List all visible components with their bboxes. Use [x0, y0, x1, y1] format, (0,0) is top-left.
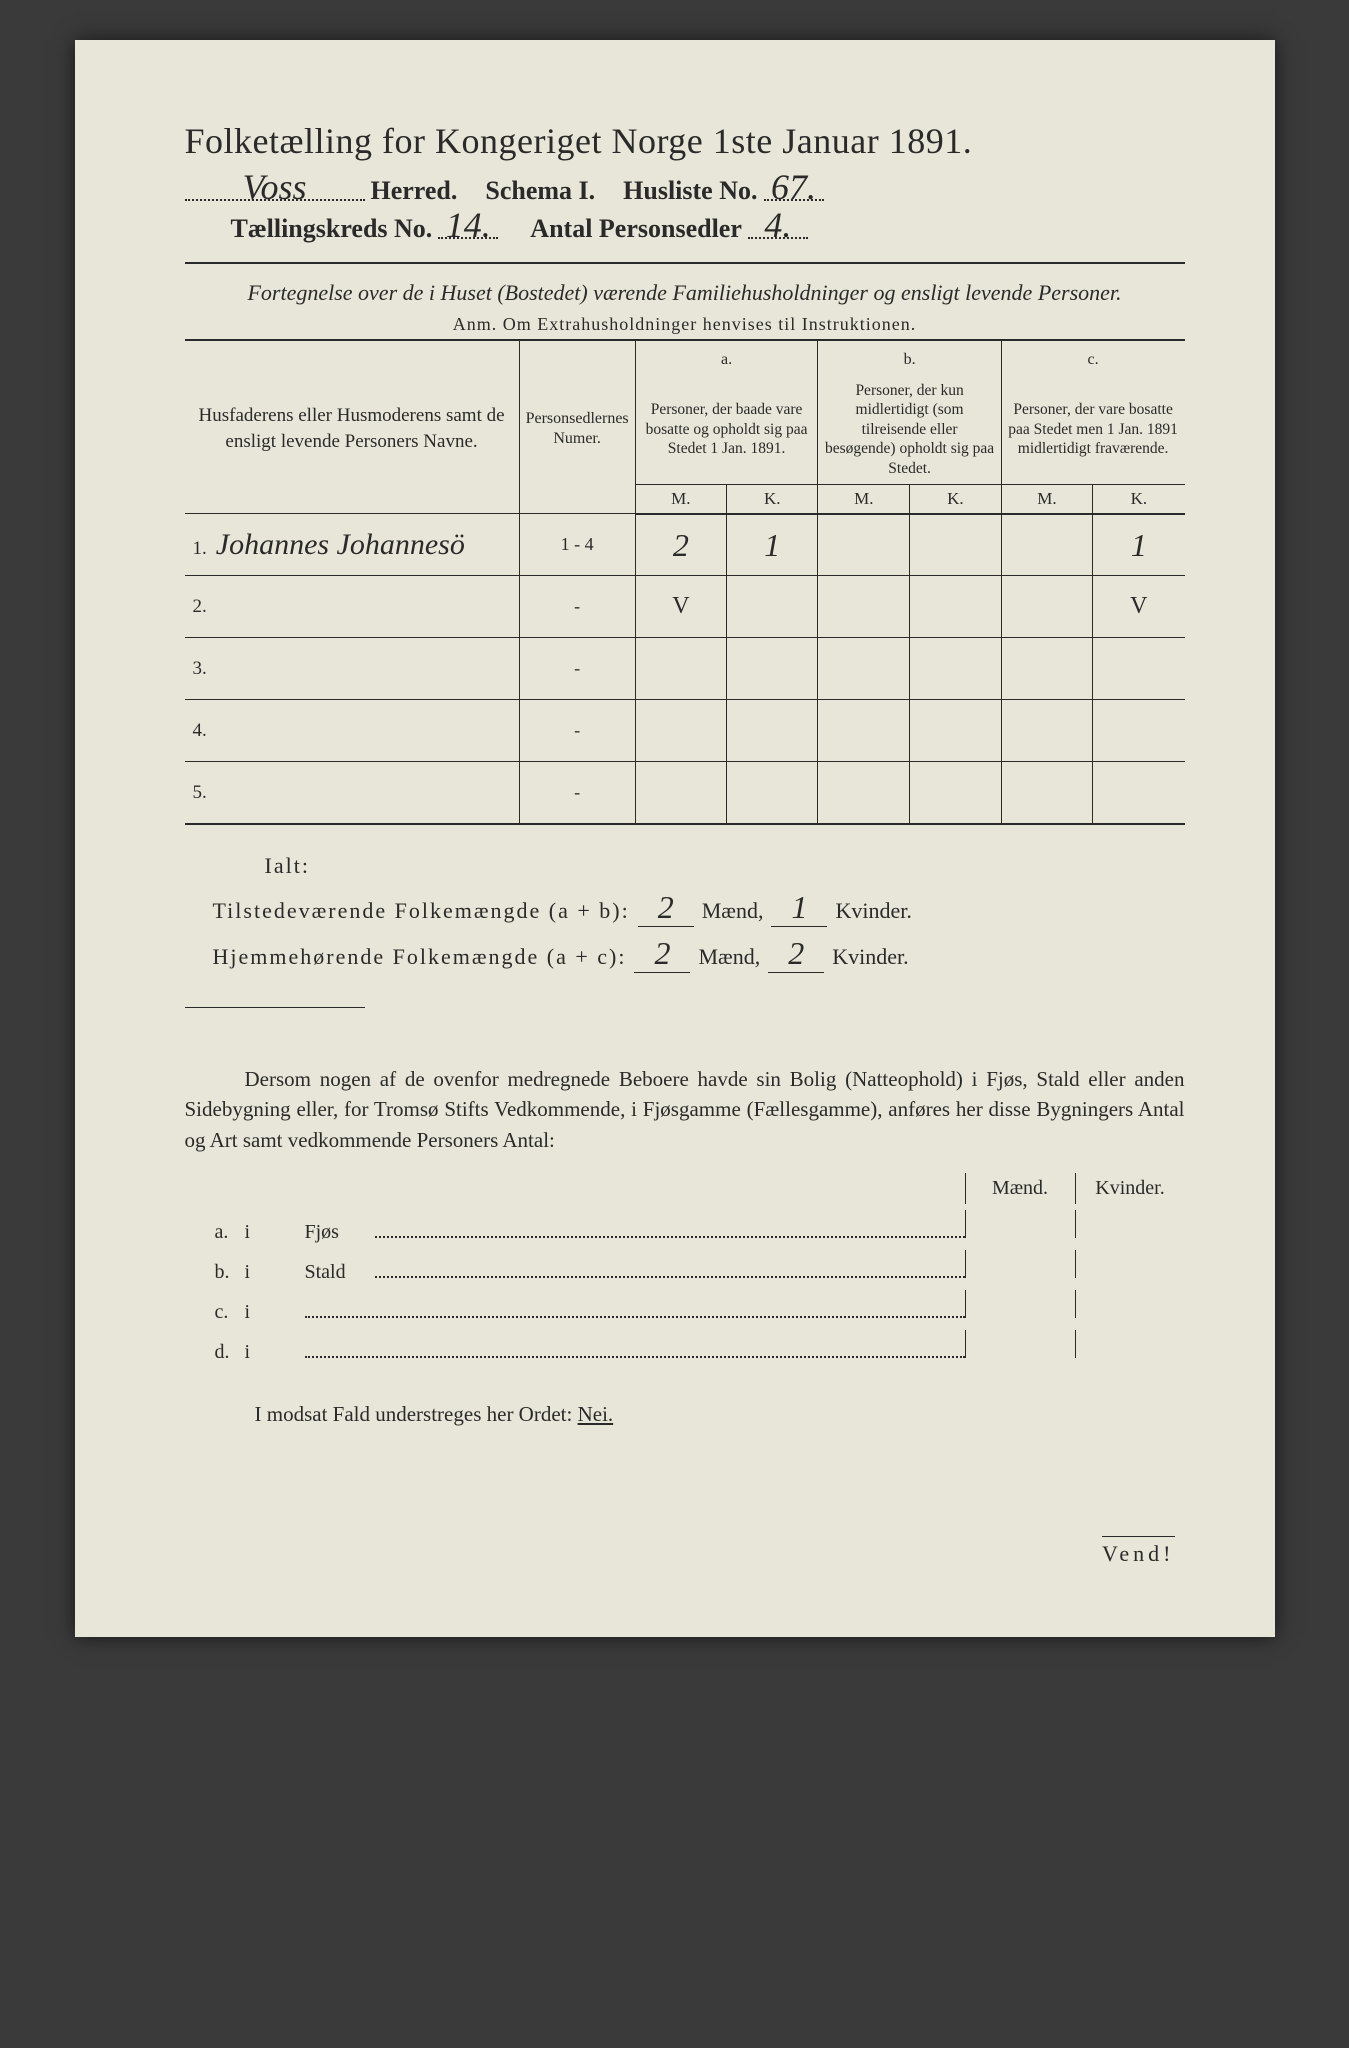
th-b-code: b.: [818, 340, 1001, 375]
t2-m: 2: [634, 935, 690, 973]
bh-kvinder: Kvinder.: [1075, 1173, 1185, 1204]
th-c: Personer, der vare bosatte paa Stedet me…: [1001, 375, 1184, 484]
kreds-label: Tællingskreds No.: [231, 214, 433, 244]
th-c-k: K.: [1093, 484, 1185, 514]
table-row: 3. -: [185, 638, 1185, 700]
anm-note: Anm. Om Extrahusholdninger henvises til …: [185, 314, 1185, 335]
table-row: 1. Johannes Johannesö 1 - 4 2 1 1: [185, 514, 1185, 576]
short-rule: [185, 1007, 365, 1008]
antal-field: 4.: [748, 215, 808, 239]
bottom-row: c. i: [185, 1290, 1185, 1324]
vend-label: Vend!: [1102, 1536, 1175, 1567]
table-row: 2. - V V: [185, 576, 1185, 638]
antal-label: Antal Personsedler: [530, 214, 742, 244]
bottom-row: b. i Stald: [185, 1250, 1185, 1284]
bottom-row: d. i: [185, 1330, 1185, 1364]
th-num: Personsedlernes Numer.: [519, 340, 635, 514]
table-row: 4. -: [185, 700, 1185, 762]
subtitle: Fortegnelse over de i Huset (Bostedet) v…: [185, 280, 1185, 306]
table-row: 5. -: [185, 762, 1185, 824]
modsat-line: I modsat Fald understreges her Ordet: Ne…: [185, 1402, 1185, 1427]
schema-label: Schema I.: [485, 176, 595, 206]
bottom-block: Mænd. Kvinder. a. i Fjøs b. i Stald c. i…: [185, 1173, 1185, 1364]
th-a: Personer, der baade vare bosatte og opho…: [635, 375, 818, 484]
th-c-m: M.: [1001, 484, 1092, 514]
totals-line-1: Tilstedeværende Folkemængde (a + b): 2 M…: [185, 889, 1185, 927]
t2-label: Hjemmehørende Folkemængde (a + c):: [213, 944, 627, 970]
husliste-field: 67.: [764, 177, 824, 201]
header-line-2: Tællingskreds No. 14. Antal Personsedler…: [185, 214, 1185, 244]
t1-m: 2: [638, 889, 694, 927]
th-b-m: M.: [818, 484, 910, 514]
bottom-row: a. i Fjøs: [185, 1210, 1185, 1244]
t1-label: Tilstedeværende Folkemængde (a + b):: [213, 898, 630, 924]
page-title: Folketælling for Kongeriget Norge 1ste J…: [185, 120, 1185, 162]
main-table: Husfaderens eller Husmoderens samt de en…: [185, 339, 1185, 825]
kreds-field: 14.: [438, 215, 498, 239]
divider: [185, 262, 1185, 264]
bottom-head: Mænd. Kvinder.: [185, 1173, 1185, 1204]
paragraph: Dersom nogen af de ovenfor medregnede Be…: [185, 1064, 1185, 1155]
table-body: 1. Johannes Johannesö 1 - 4 2 1 1 2. - V…: [185, 514, 1185, 824]
th-names: Husfaderens eller Husmoderens samt de en…: [185, 340, 520, 514]
husliste-label: Husliste No.: [623, 176, 757, 206]
th-c-code: c.: [1001, 340, 1184, 375]
census-form-page: Folketælling for Kongeriget Norge 1ste J…: [75, 40, 1275, 1637]
totals-line-2: Hjemmehørende Folkemængde (a + c): 2 Mæn…: [185, 935, 1185, 973]
bh-maend: Mænd.: [965, 1173, 1075, 1204]
t1-k: 1: [771, 889, 827, 927]
ialt-label: Ialt:: [265, 853, 1185, 879]
header-line-1: Voss Herred. Schema I. Husliste No. 67.: [185, 176, 1185, 206]
th-b: Personer, der kun midlertidigt (som tilr…: [818, 375, 1001, 484]
th-a-m: M.: [635, 484, 726, 514]
t2-k: 2: [768, 935, 824, 973]
th-a-k: K.: [727, 484, 818, 514]
herred-label: Herred.: [371, 176, 458, 206]
th-a-code: a.: [635, 340, 818, 375]
herred-field: Voss: [185, 177, 365, 201]
th-b-k: K.: [910, 484, 1002, 514]
